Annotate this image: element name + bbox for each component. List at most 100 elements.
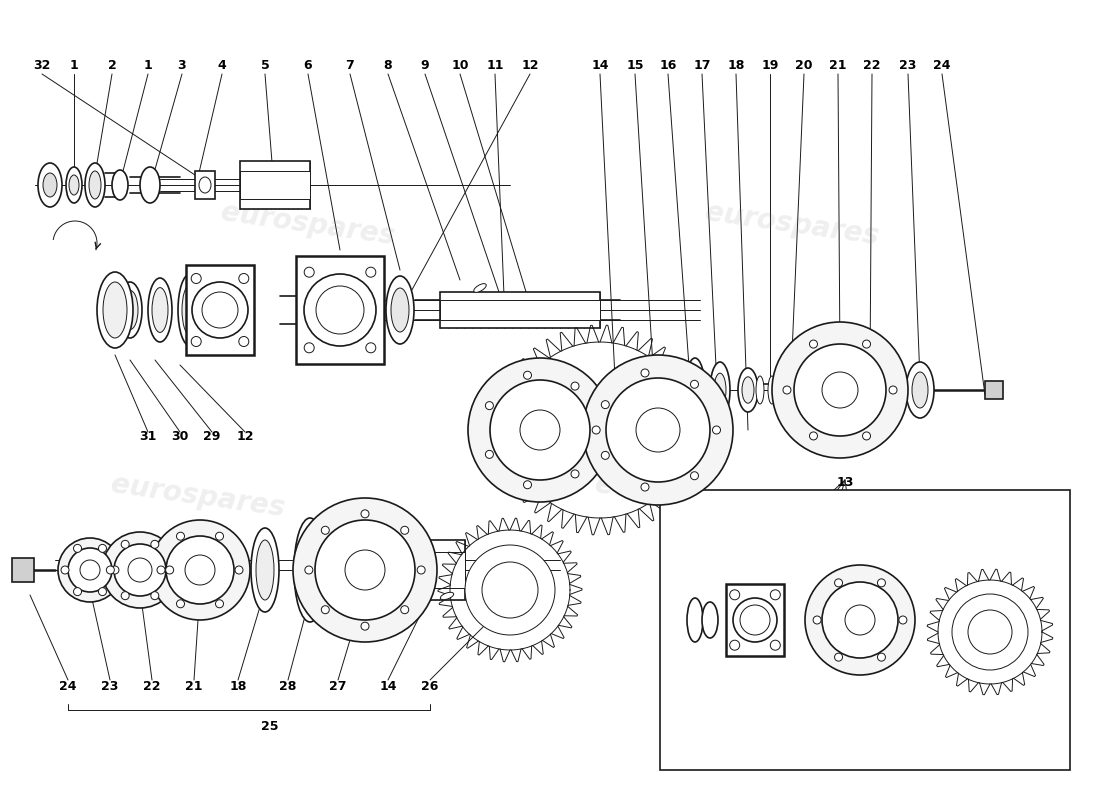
Ellipse shape [157,566,165,574]
Text: 17: 17 [693,59,711,72]
Ellipse shape [305,342,315,353]
Text: eurospares: eurospares [219,198,397,250]
Ellipse shape [178,274,202,346]
Ellipse shape [912,372,928,408]
Text: 1: 1 [144,59,153,72]
Ellipse shape [714,373,726,406]
Bar [405,552,465,588]
Ellipse shape [822,372,858,408]
Ellipse shape [524,481,531,489]
Ellipse shape [239,274,249,283]
Ellipse shape [713,426,721,434]
Ellipse shape [345,550,385,590]
Text: 13: 13 [836,476,854,489]
Ellipse shape [235,566,243,574]
Text: 12: 12 [521,59,539,72]
Bar [405,540,465,600]
Ellipse shape [202,292,238,328]
Bar [186,265,254,355]
Ellipse shape [251,528,279,612]
Ellipse shape [835,653,843,661]
Ellipse shape [97,272,133,348]
Ellipse shape [140,167,159,203]
Ellipse shape [216,600,223,608]
Ellipse shape [689,371,701,409]
Ellipse shape [878,579,886,587]
Ellipse shape [74,544,81,552]
Ellipse shape [952,594,1028,670]
Bar [240,171,310,199]
Ellipse shape [107,566,114,574]
Text: 20: 20 [795,59,813,72]
Ellipse shape [602,451,609,459]
Ellipse shape [440,592,453,600]
Ellipse shape [321,526,329,534]
Text: 30: 30 [172,430,189,443]
Ellipse shape [192,282,248,338]
Text: 23: 23 [900,59,916,72]
Text: 18: 18 [229,680,246,693]
Bar [296,256,384,364]
Ellipse shape [482,562,538,618]
Text: 11: 11 [486,59,504,72]
Text: 23: 23 [101,680,119,693]
Ellipse shape [768,376,776,404]
Ellipse shape [300,532,320,608]
Text: eurospares: eurospares [703,198,881,250]
Ellipse shape [691,472,698,480]
Text: 26: 26 [421,680,439,693]
Text: 24: 24 [933,59,950,72]
Ellipse shape [304,274,376,346]
Ellipse shape [702,602,718,638]
Ellipse shape [366,342,376,353]
Ellipse shape [128,558,152,582]
Ellipse shape [810,432,817,440]
Text: 2: 2 [108,59,117,72]
Bar [440,300,600,320]
Ellipse shape [400,526,409,534]
Ellipse shape [191,337,201,346]
Ellipse shape [832,592,888,648]
Bar [726,584,784,656]
Ellipse shape [361,622,368,630]
Ellipse shape [74,588,81,596]
Ellipse shape [150,520,250,620]
Ellipse shape [729,640,739,650]
Text: 14: 14 [592,59,608,72]
Ellipse shape [239,337,249,346]
Ellipse shape [794,344,886,436]
Ellipse shape [330,535,400,605]
Text: 31: 31 [140,430,156,443]
Ellipse shape [889,386,896,394]
Ellipse shape [148,278,172,342]
Ellipse shape [691,380,698,388]
Ellipse shape [121,540,129,548]
Ellipse shape [361,510,368,518]
Text: 16: 16 [659,59,676,72]
Ellipse shape [315,520,415,620]
Ellipse shape [39,163,62,207]
Ellipse shape [256,540,274,600]
Ellipse shape [122,290,138,330]
Ellipse shape [862,432,870,440]
Text: 15: 15 [626,59,644,72]
Bar [240,161,310,209]
Text: 12: 12 [236,430,254,443]
Ellipse shape [835,579,843,587]
Ellipse shape [99,544,107,552]
Ellipse shape [583,355,733,505]
Text: 22: 22 [864,59,881,72]
Ellipse shape [968,610,1012,654]
Text: 10: 10 [451,59,469,72]
Ellipse shape [641,369,649,377]
Ellipse shape [845,605,875,635]
Bar [12,558,34,582]
Ellipse shape [738,368,758,412]
Ellipse shape [60,566,69,574]
Ellipse shape [390,288,409,332]
Ellipse shape [810,340,817,348]
Ellipse shape [118,282,142,338]
Ellipse shape [571,382,579,390]
Ellipse shape [366,267,376,278]
Ellipse shape [121,592,129,600]
